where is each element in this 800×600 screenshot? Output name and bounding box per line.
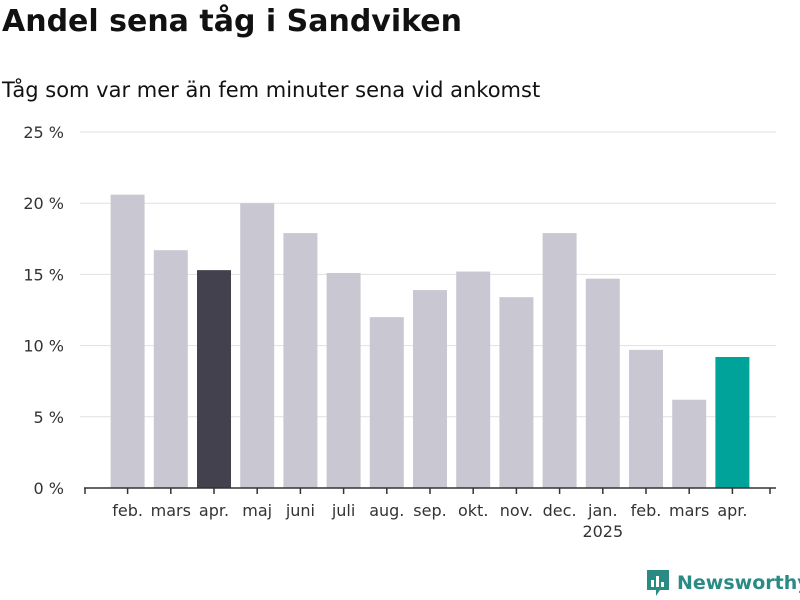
bar (585, 278, 620, 488)
chart-title: Andel sena tåg i Sandviken (2, 4, 462, 39)
x-tick-label: juli (331, 501, 355, 520)
x-tick-label: apr. (199, 501, 229, 520)
x-tick-label: jan. (587, 501, 617, 520)
x-tick-label: mars (669, 501, 709, 520)
x-tick-label: sep. (413, 501, 446, 520)
x-tick-label: okt. (458, 501, 488, 520)
chart-subtitle: Tåg som var mer än fem minuter sena vid … (2, 78, 541, 102)
x-tick-label: nov. (500, 501, 533, 520)
y-axis-ticks: 0 % 5 % 10 % 15 % 20 % 25 % (23, 123, 64, 498)
y-tick-label: 10 % (23, 337, 64, 356)
bar (413, 290, 447, 488)
y-tick-label: 15 % (23, 265, 64, 284)
x-axis-ticks: feb. mars apr. maj juni juli aug. sep. okt. nov. d… (112, 501, 747, 541)
x-tick-label: aug. (369, 501, 404, 520)
bars (110, 194, 750, 488)
x-tick-label: dec. (543, 501, 577, 520)
bar (283, 233, 318, 488)
bar-chart: 0 %5 %10 %15 %20 %25 % feb. mars apr. maj ju… (23, 123, 776, 541)
y-tick-label: 25 % (23, 123, 64, 142)
bar (197, 270, 231, 488)
bar (672, 399, 707, 488)
bar (326, 272, 361, 488)
brand-name: Newsworthy (677, 572, 800, 594)
x-tick-label: juni (285, 501, 315, 520)
x-year-label: 2025 (582, 522, 623, 541)
bar (456, 271, 491, 488)
x-tick-label: maj (242, 501, 272, 520)
x-axis (84, 487, 776, 494)
x-tick-label: feb. (112, 501, 143, 520)
bar (369, 317, 404, 488)
bar (542, 233, 577, 488)
y-tick-label: 0 % (34, 479, 64, 498)
x-tick-label: apr. (717, 501, 747, 520)
y-tick-label: 5 % (34, 408, 64, 427)
x-tick-label: feb. (631, 501, 662, 520)
bar (240, 203, 275, 488)
bar (110, 194, 145, 488)
bar (629, 349, 663, 488)
bar (499, 297, 534, 488)
newsworthy-logo-icon (647, 570, 669, 596)
y-tick-label: 20 % (23, 194, 64, 213)
brand: Newsworthy (645, 568, 800, 598)
bar (715, 356, 750, 488)
bar (153, 250, 188, 488)
x-tick-label: mars (151, 501, 191, 520)
